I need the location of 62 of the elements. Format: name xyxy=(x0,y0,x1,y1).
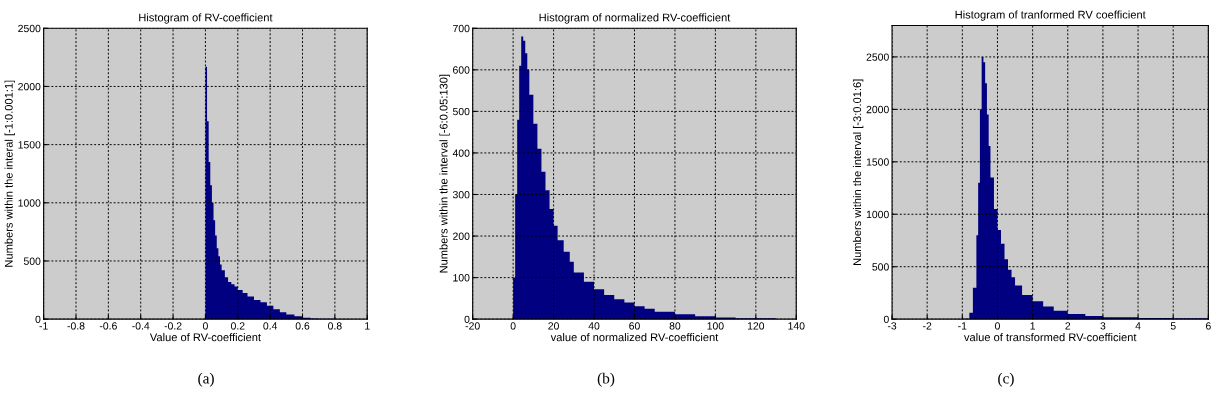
text: (b) xyxy=(597,372,615,387)
y-tick-label: 400 xyxy=(452,149,470,157)
chart-title: Histogram of RV-coefficient xyxy=(139,13,273,24)
y-tick-label: 0 xyxy=(883,315,889,324)
y-tick-label: 500 xyxy=(452,107,470,116)
y-tick-label: 100 xyxy=(453,274,470,282)
x-tick-label: 40 xyxy=(588,322,600,330)
x-tick-label: 0.2 xyxy=(230,322,245,330)
x-tick-label: -0.6 xyxy=(99,322,117,330)
x-tick-label: 5 xyxy=(1170,322,1176,330)
y-tick-label: 2500 xyxy=(866,53,889,61)
y-axis-title: Numbers within the interval [-6:0.05:130] xyxy=(439,74,450,273)
x-tick-label: 1 xyxy=(365,322,370,330)
x-tick-label: -1 xyxy=(39,322,48,330)
x-axis-title: Value of RV-coefficient xyxy=(149,333,261,342)
y-tick-label: 2000 xyxy=(18,82,41,91)
y-tick-label: 2500 xyxy=(18,24,41,33)
x-tick-label: -0.2 xyxy=(164,322,182,330)
x-tick-label: -0.4 xyxy=(132,322,150,330)
x-tick-label: 4 xyxy=(1135,322,1141,330)
x-tick-label: 3 xyxy=(1100,322,1106,330)
y-tick-label: 1500 xyxy=(866,158,889,166)
y-tick-label: 1000 xyxy=(18,199,41,207)
y-tick-label: 500 xyxy=(872,263,889,271)
x-axis-title: value of normalized RV-coefficient xyxy=(550,333,719,342)
x-tick-label: -1 xyxy=(958,322,967,330)
text: (c) xyxy=(998,372,1014,387)
x-tick-label: 120 xyxy=(747,322,765,330)
y-tick-label: 0 xyxy=(35,315,41,324)
x-tick-label: 6 xyxy=(1206,322,1211,330)
y-tick-label: 1000 xyxy=(866,210,889,219)
x-tick-label: 0 xyxy=(510,322,516,330)
x-tick-label: 0.8 xyxy=(328,322,342,330)
x-tick-label: 20 xyxy=(548,322,559,330)
y-tick-label: 200 xyxy=(453,232,470,240)
x-tick-label: 1 xyxy=(1030,322,1036,330)
y-tick-label: 1500 xyxy=(18,141,41,149)
chart-title: Histogram of tranformed RV coefficient xyxy=(955,10,1146,21)
x-tick-label: 0.6 xyxy=(295,322,310,330)
y-tick-label: 0 xyxy=(464,315,470,324)
x-tick-label: -0.8 xyxy=(67,322,85,330)
x-tick-label: -3 xyxy=(887,322,897,330)
x-tick-label: 80 xyxy=(669,322,681,330)
x-tick-label: -2 xyxy=(923,322,932,330)
x-tick-label: 0 xyxy=(994,322,1000,330)
y-axis-title: Numbers within the interal [-1:0.001:1] xyxy=(4,80,15,267)
x-tick-label: -20 xyxy=(465,322,480,330)
x-tick-label: 100 xyxy=(707,322,724,330)
chart-title: Histogram of normalized RV-coefficient xyxy=(539,13,731,24)
y-tick-label: 500 xyxy=(23,257,41,265)
x-tick-label: 2 xyxy=(1065,322,1071,330)
y-tick-label: 300 xyxy=(452,191,470,199)
x-axis-title: value of transformed RV-coefficient xyxy=(963,333,1137,342)
x-tick-label: 0.4 xyxy=(263,322,278,330)
x-tick-label: 140 xyxy=(788,322,805,330)
y-tick-label: 600 xyxy=(453,66,470,74)
y-tick-label: 700 xyxy=(453,24,470,33)
x-tick-label: 0 xyxy=(202,322,208,330)
y-axis-title: Numbers within the interval [-3:0.01:6] xyxy=(852,79,864,265)
x-tick-label: 60 xyxy=(629,322,640,330)
text: (a) xyxy=(198,372,214,387)
y-tick-label: 2000 xyxy=(866,105,889,114)
